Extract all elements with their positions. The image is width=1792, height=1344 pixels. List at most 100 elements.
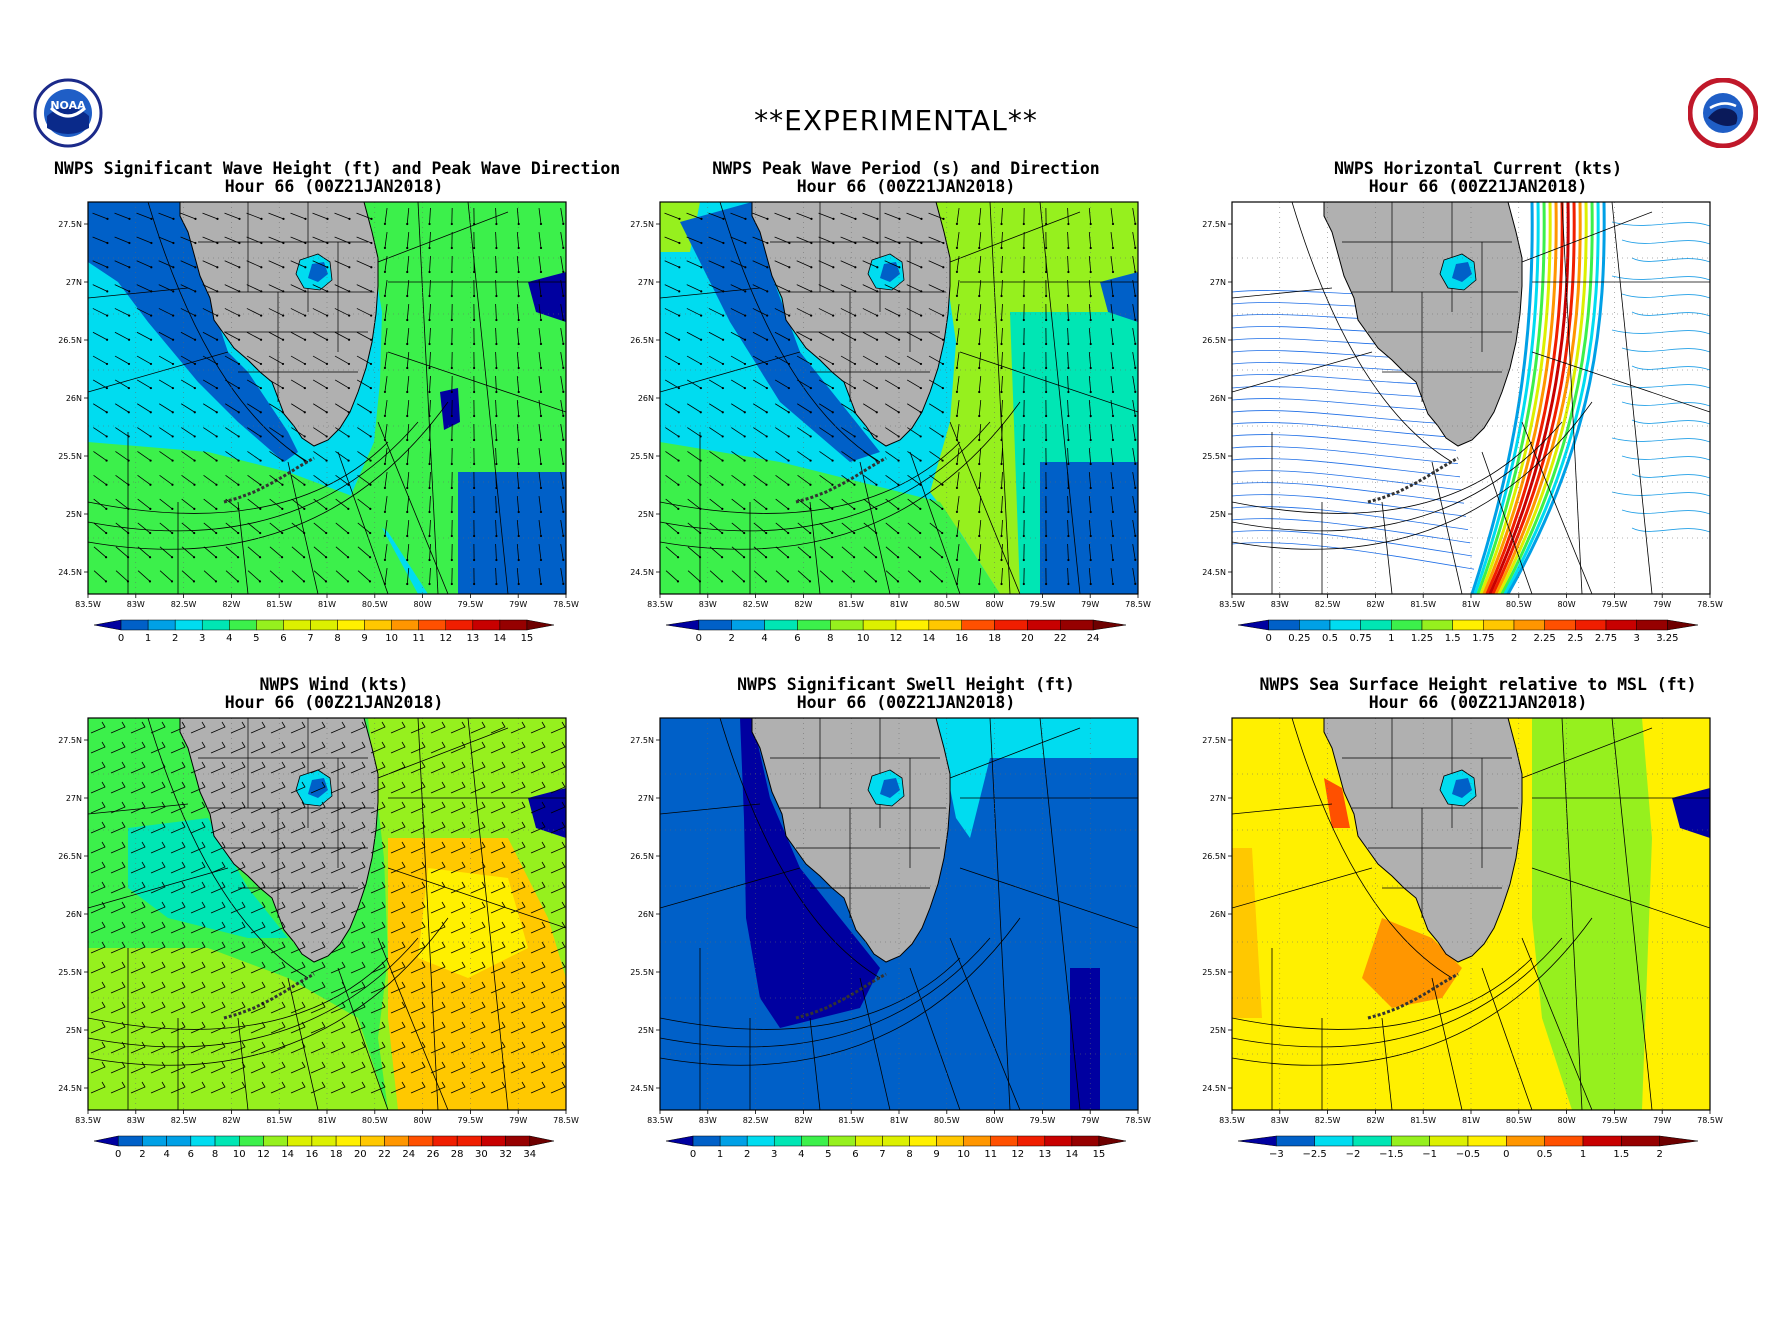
colorbar-swatch xyxy=(147,619,176,631)
panel-title-line: NWPS Wind (kts) xyxy=(259,675,409,694)
lat-tick-label: 26.5N xyxy=(630,852,654,861)
colorbar-swatch xyxy=(963,1135,991,1147)
lon-tick-label: 82W xyxy=(222,1116,240,1125)
lat-tick-label: 27N xyxy=(1210,794,1226,803)
panel-title-line: NWPS Significant Wave Height (ft) and Pe… xyxy=(54,159,621,178)
lat-tick-label: 27.5N xyxy=(630,736,654,745)
colorbar-label: 20 xyxy=(1021,633,1034,644)
lon-tick-label: 79.5W xyxy=(458,600,484,609)
lon-tick-label: 80W xyxy=(414,600,432,609)
colorbar-label: 2.5 xyxy=(1567,633,1583,644)
colorbar-label: 14 xyxy=(494,633,507,644)
lon-tick-label: 78.5W xyxy=(1125,1116,1151,1125)
colorbar-label: 6 xyxy=(188,1149,194,1160)
lat-tick-label: 27.5N xyxy=(630,220,654,229)
lat-tick-label: 27N xyxy=(66,794,82,803)
colorbar-swatch xyxy=(1582,1135,1622,1147)
panel-title: NWPS Horizontal Current (kts) Hour 66 (0… xyxy=(1198,160,1758,196)
colorbar-swatch xyxy=(239,1135,264,1147)
lat-tick-label: 25.5N xyxy=(58,452,82,461)
colorbar-label: 7 xyxy=(879,1149,885,1160)
colorbar-label: 2 xyxy=(744,1149,750,1160)
colorbar-swatch xyxy=(882,1135,910,1147)
colorbar-swatch xyxy=(719,1135,748,1147)
lon-tick-label: 81W xyxy=(890,600,908,609)
lon-tick-label: 81W xyxy=(318,600,336,609)
lon-tick-label: 81.5W xyxy=(1410,600,1436,609)
lat-tick-label: 25.5N xyxy=(58,968,82,977)
lon-tick-label: 78.5W xyxy=(1697,600,1723,609)
lon-tick-label: 79.5W xyxy=(1030,1116,1056,1125)
colorbar: 0 1 2 3 4 5 6 7 8 9 10 11 12 13 14 15 xyxy=(665,1135,1127,1160)
lat-tick-label: 26N xyxy=(1210,394,1226,403)
svg-text:NOAA: NOAA xyxy=(50,99,86,112)
lon-tick-label: 83W xyxy=(127,600,145,609)
panel-subtitle-line: Hour 66 (00Z21JAN2018) xyxy=(796,177,1016,196)
colorbar-label: 2 xyxy=(1656,1149,1662,1160)
panel-title-line: NWPS Significant Swell Height (ft) xyxy=(737,675,1075,694)
panel-subtitle-line: Hour 66 (00Z21JAN2018) xyxy=(1368,177,1588,196)
lon-tick-label: 81.5W xyxy=(266,1116,292,1125)
lon-tick-label: 81W xyxy=(318,1116,336,1125)
colorbar-swatch xyxy=(1391,619,1423,631)
colorbar-label: 2 xyxy=(139,1149,145,1160)
colorbar-label: 0.5 xyxy=(1537,1149,1553,1160)
colorbar-swatch xyxy=(456,1135,482,1147)
lat-tick-label: 26N xyxy=(66,394,82,403)
panel-current: 83.5W 83W 82.5W 82W 81.5W 81W 80.5W 80W 79.5W 79W… xyxy=(1198,160,1758,680)
colorbar-swatch xyxy=(201,619,230,631)
colorbar-swatch xyxy=(283,619,311,631)
lon-tick-label: 79W xyxy=(509,600,527,609)
colorbar-label: 30 xyxy=(475,1149,488,1160)
lat-tick-label: 27.5N xyxy=(1202,220,1226,229)
lat-tick-label: 25.5N xyxy=(1202,968,1226,977)
colorbar-swatch xyxy=(1506,1135,1545,1147)
lon-tick-label: 78.5W xyxy=(553,600,579,609)
colorbar-swatch xyxy=(1575,619,1607,631)
lon-tick-label: 80.5W xyxy=(362,600,388,609)
colorbar-label: 22 xyxy=(1054,633,1067,644)
panel-title: NWPS Significant Wave Height (ft) and Pe… xyxy=(54,159,621,196)
colorbar-label: 12 xyxy=(1011,1149,1024,1160)
map-area xyxy=(88,202,566,594)
colorbar-label: 10 xyxy=(857,633,870,644)
lon-tick-label: 82W xyxy=(1366,600,1384,609)
colorbar-swatch xyxy=(360,1135,385,1147)
colorbar-label: 7 xyxy=(307,633,313,644)
lat-tick-label: 26.5N xyxy=(1202,852,1226,861)
map-sea-surface: 83.5W 83W 82.5W 82W 81.5W 81W 80.5W 80W 79.5W 79W… xyxy=(1202,717,1723,1160)
panel-title: NWPS Peak Wave Period (s) and Direction … xyxy=(626,160,1186,196)
lon-tick-label: 82.5W xyxy=(171,600,197,609)
colorbar-swatch xyxy=(432,1135,458,1147)
colorbar-label: 2 xyxy=(1511,633,1517,644)
lat-tick-label: 26N xyxy=(638,910,654,919)
colorbar-label: 13 xyxy=(1038,1149,1051,1160)
colorbar: 0 2 4 6 8 10 12 14 16 18 20 22 24 26 28 30 32 34 xyxy=(93,1135,555,1160)
colorbar-label: 3 xyxy=(771,1149,777,1160)
panel-swell: 83.5W 83W 82.5W 82W 81.5W 81W 80.5W 80W 79.5W 79W… xyxy=(626,676,1186,1196)
colorbar-label: 2 xyxy=(729,633,735,644)
colorbar-swatch xyxy=(1483,619,1515,631)
lon-tick-label: 83.5W xyxy=(1219,1116,1245,1125)
lon-tick-label: 82.5W xyxy=(171,1116,197,1125)
lon-tick-label: 81.5W xyxy=(266,600,292,609)
colorbar-swatch xyxy=(1621,1135,1660,1147)
lon-tick-label: 83W xyxy=(1271,1116,1289,1125)
colorbar-label: 1.5 xyxy=(1613,1149,1629,1160)
map-wave-period: 83.5W 83W 82.5W 82W 81.5W 81W 80.5W 80W 79.5W 79W… xyxy=(630,201,1151,644)
lat-tick-label: 25.5N xyxy=(630,452,654,461)
colorbar-label: 4 xyxy=(163,1149,169,1160)
lat-tick-label: 24.5N xyxy=(630,1084,654,1093)
lon-tick-label: 79W xyxy=(1653,1116,1671,1125)
colorbar-label: 16 xyxy=(306,1149,319,1160)
colorbar-label: −3 xyxy=(1269,1149,1284,1160)
lon-tick-label: 83.5W xyxy=(75,600,101,609)
lat-tick-label: 25N xyxy=(66,1026,82,1035)
colorbar-label: 5 xyxy=(825,1149,831,1160)
lat-tick-label: 25.5N xyxy=(1202,452,1226,461)
lon-tick-label: 80.5W xyxy=(934,600,960,609)
colorbar-swatch xyxy=(214,1135,240,1147)
map-wind: 83.5W 83W 82.5W 82W 81.5W 81W 80.5W 80W 79.5W 79W… xyxy=(58,717,579,1160)
lon-tick-label: 80.5W xyxy=(1506,1116,1532,1125)
colorbar-swatch xyxy=(1268,619,1300,631)
